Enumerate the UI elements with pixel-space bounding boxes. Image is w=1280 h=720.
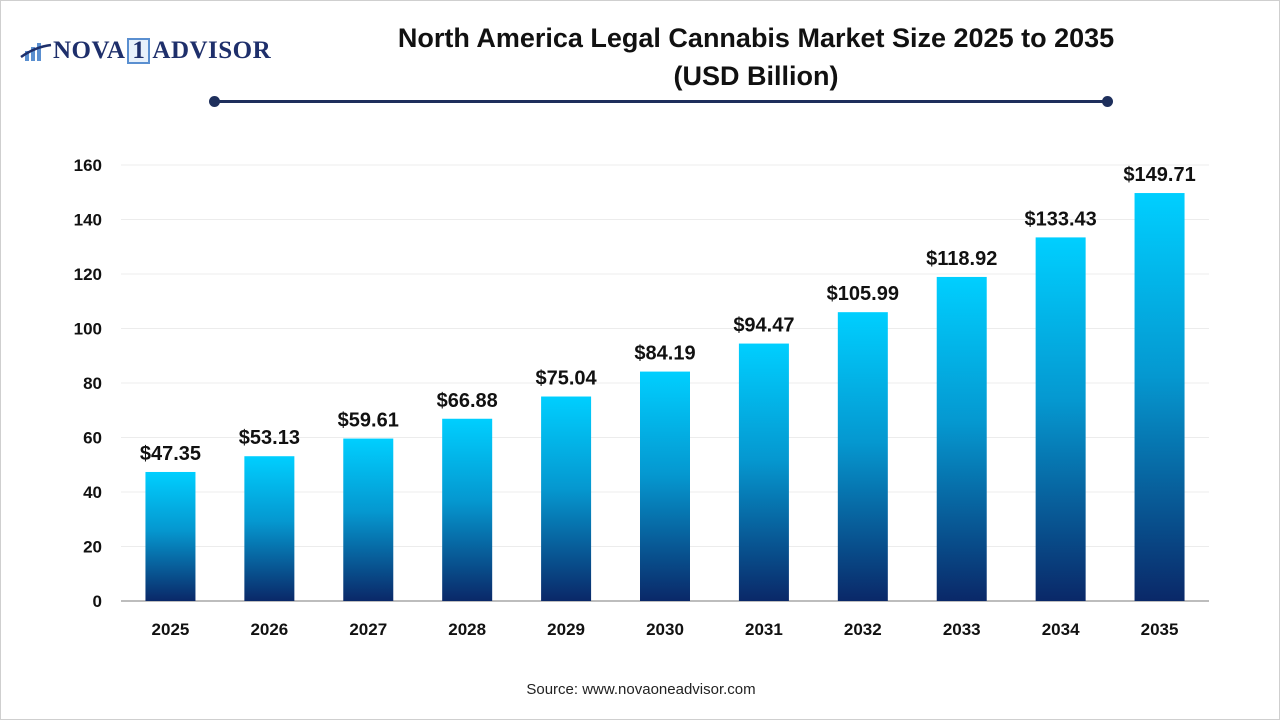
bar-2034 — [1035, 237, 1086, 601]
y-tick-label: 20 — [83, 538, 102, 557]
data-label: $118.92 — [926, 248, 997, 270]
x-tick-label: 2031 — [745, 620, 783, 639]
bar-2033 — [936, 276, 987, 601]
bar-2025 — [145, 471, 196, 601]
data-label: $149.71 — [1123, 164, 1195, 186]
divider-dot-left — [209, 96, 220, 107]
y-tick-label: 0 — [93, 592, 102, 611]
bar-2026 — [244, 456, 295, 601]
y-tick-label: 160 — [74, 156, 102, 175]
logo-text-nova: NOVA — [53, 37, 126, 64]
data-label: $53.13 — [239, 427, 300, 449]
x-tick-label: 2025 — [152, 620, 190, 639]
x-tick-label: 2028 — [448, 620, 486, 639]
logo-text-advisor: ADVISOR — [152, 37, 272, 64]
chart-title: North America Legal Cannabis Market Size… — [301, 19, 1211, 95]
bar-2029 — [541, 396, 592, 601]
x-tick-label: 2035 — [1141, 620, 1179, 639]
y-tick-label: 80 — [83, 374, 102, 393]
data-label: $59.61 — [338, 410, 399, 432]
x-tick-label: 2032 — [844, 620, 882, 639]
bar-2031 — [738, 343, 789, 601]
bar-2035 — [1134, 193, 1185, 601]
data-label: $94.47 — [733, 315, 794, 337]
y-tick-label: 140 — [74, 211, 102, 230]
y-tick-label: 60 — [83, 429, 102, 448]
y-tick-label: 100 — [74, 320, 102, 339]
x-tick-label: 2029 — [547, 620, 585, 639]
bar-chart-logo-icon — [20, 43, 52, 61]
chart-subtitle: (USD Billion) — [673, 61, 839, 91]
x-tick-label: 2027 — [349, 620, 387, 639]
x-tick-label: 2034 — [1042, 620, 1080, 639]
x-tick-label: 2030 — [646, 620, 684, 639]
divider-dot-right — [1102, 96, 1113, 107]
nova-advisor-logo: NOVA 1 ADVISOR — [19, 37, 271, 65]
x-tick-label: 2033 — [943, 620, 981, 639]
data-label: $105.99 — [827, 283, 899, 305]
bar-2032 — [837, 312, 888, 601]
title-divider — [214, 100, 1107, 103]
bar-2027 — [343, 438, 394, 601]
bar-2028 — [442, 418, 493, 601]
data-label: $66.88 — [437, 390, 498, 412]
logo-text-one: 1 — [127, 38, 151, 64]
x-tick-label: 2026 — [250, 620, 288, 639]
source-note: Source: www.novaoneadvisor.com — [526, 681, 756, 698]
chart-title-main: North America Legal Cannabis Market Size… — [397, 23, 1115, 53]
y-tick-label: 40 — [83, 483, 102, 502]
data-label: $75.04 — [536, 368, 598, 390]
bar-2030 — [640, 371, 690, 601]
data-label: $133.43 — [1024, 208, 1096, 230]
y-tick-label: 120 — [74, 265, 102, 284]
data-label: $47.35 — [140, 443, 201, 465]
data-label: $84.19 — [634, 343, 695, 365]
